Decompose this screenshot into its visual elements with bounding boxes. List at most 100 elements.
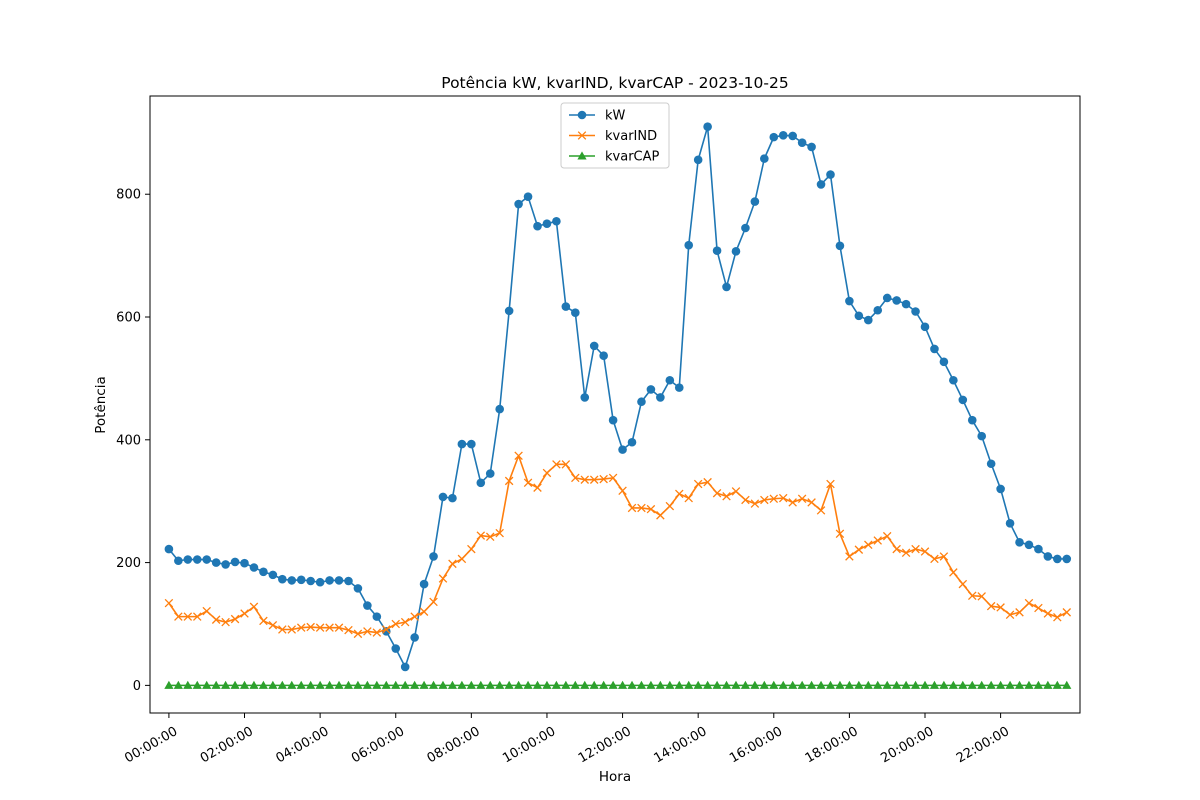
data-point (873, 680, 883, 689)
data-point (400, 662, 410, 672)
data-point (467, 544, 476, 554)
data-point (949, 568, 958, 577)
data-point (589, 680, 599, 689)
data-point (873, 305, 883, 315)
data-point (627, 680, 637, 689)
data-point (230, 614, 240, 624)
data-point (816, 180, 826, 189)
data-point (552, 216, 561, 226)
data-point (353, 629, 363, 639)
data-point (532, 680, 543, 689)
data-point (750, 197, 760, 206)
data-point (448, 559, 457, 569)
data-point (533, 483, 542, 492)
data-point (561, 680, 571, 689)
data-point (287, 576, 297, 585)
data-point (249, 680, 259, 689)
data-point (854, 311, 864, 321)
data-point (996, 603, 1005, 612)
data-point (533, 221, 542, 231)
data-point (636, 680, 647, 689)
data-point (967, 680, 977, 689)
data-point (826, 479, 835, 489)
x-tick-label: 22:00:00 (954, 724, 1012, 766)
data-point (259, 567, 268, 577)
data-point (665, 680, 675, 689)
data-point (712, 488, 722, 498)
data-point (750, 499, 760, 508)
data-point (778, 493, 788, 503)
data-point (571, 473, 580, 483)
data-point (1034, 603, 1043, 613)
data-point (589, 341, 599, 351)
data-point (240, 609, 249, 618)
data-point (769, 680, 779, 689)
data-point (448, 493, 457, 503)
data-point (665, 501, 675, 511)
data-point (911, 307, 920, 316)
data-point (656, 393, 665, 402)
data-point (967, 591, 977, 600)
data-point (353, 680, 363, 689)
data-point (542, 468, 552, 478)
data-point (1015, 538, 1024, 547)
data-point (504, 306, 514, 316)
data-point (608, 473, 618, 483)
data-point (577, 151, 587, 160)
data-point (221, 680, 231, 689)
data-point (202, 606, 211, 616)
data-point (183, 555, 193, 564)
data-point (287, 625, 297, 634)
data-point (797, 494, 807, 503)
data-point (930, 344, 939, 354)
data-point (306, 680, 316, 689)
x-tick-label: 00:00:00 (122, 724, 180, 766)
data-point (202, 680, 212, 689)
data-point (816, 680, 826, 689)
data-point (571, 308, 580, 318)
data-point (684, 240, 694, 250)
data-point (760, 495, 769, 505)
x-tick-label: 16:00:00 (727, 724, 785, 766)
data-point (703, 122, 712, 131)
data-point (675, 489, 684, 499)
data-point (296, 680, 306, 689)
data-point (173, 680, 183, 689)
series-kW (164, 122, 1072, 672)
data-point (986, 459, 996, 469)
data-point (835, 680, 845, 689)
data-point (495, 528, 504, 538)
data-point (948, 680, 958, 689)
y-tick-label: 600 (116, 311, 141, 326)
data-point (608, 680, 618, 689)
data-point (523, 680, 533, 689)
data-point (1053, 554, 1062, 564)
y-tick-label: 800 (116, 188, 141, 203)
data-point (769, 132, 779, 142)
x-tick-label: 02:00:00 (198, 724, 256, 766)
data-point (577, 110, 587, 120)
data-point (419, 607, 429, 616)
data-point (911, 544, 920, 554)
series-line (168, 125, 1067, 668)
data-point (844, 680, 854, 689)
data-point (504, 476, 514, 486)
x-tick-label: 06:00:00 (349, 724, 407, 766)
data-point (353, 584, 363, 593)
data-point (1043, 552, 1053, 561)
data-point (731, 680, 741, 689)
data-point (882, 680, 892, 689)
x-axis-label: Hora (599, 769, 631, 785)
data-point (1005, 610, 1015, 620)
data-point (438, 574, 448, 583)
data-point (164, 544, 174, 554)
data-point (958, 680, 968, 689)
series-line (168, 454, 1068, 635)
data-point (788, 131, 797, 141)
data-point (731, 247, 741, 256)
data-point (485, 469, 495, 478)
data-point (618, 486, 627, 496)
data-point (363, 601, 372, 610)
data-point (722, 492, 731, 501)
data-point (845, 552, 854, 561)
